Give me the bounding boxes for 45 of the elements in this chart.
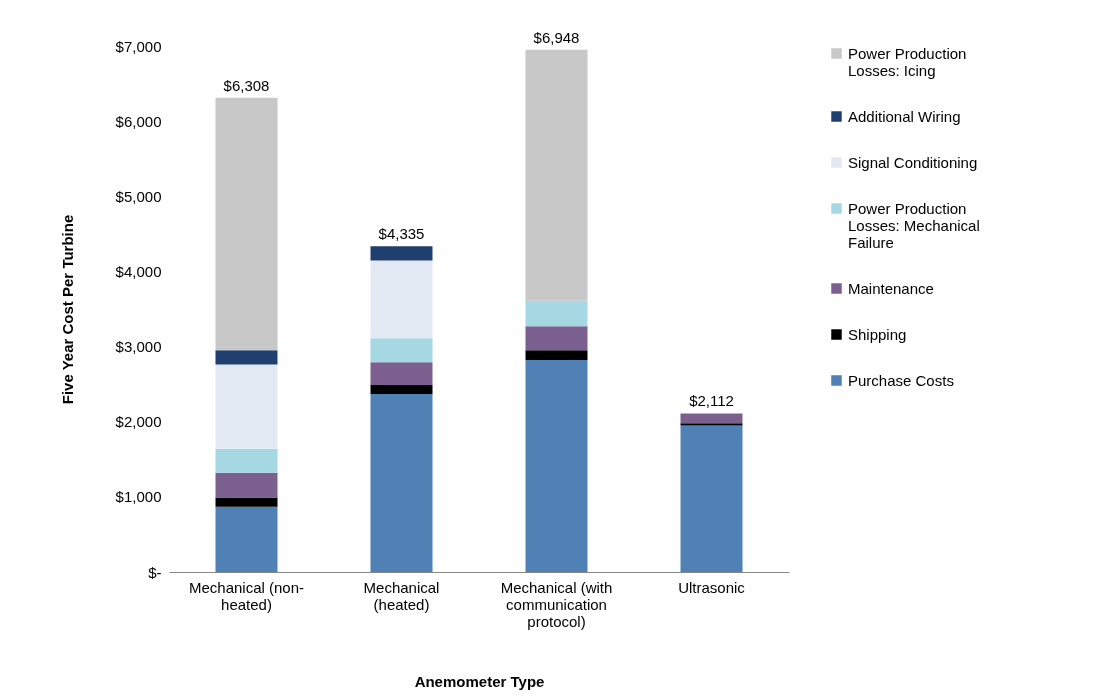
bar <box>215 364 278 449</box>
legend-label: Maintenance <box>848 279 934 297</box>
bar <box>215 472 278 498</box>
y-tick-label: $- <box>148 563 162 581</box>
total-label: $2,112 <box>689 392 734 410</box>
y-tick-label: $2,000 <box>115 413 162 431</box>
y-tick-label: $6,000 <box>115 112 162 130</box>
legend-label: Signal Conditioning <box>848 153 978 171</box>
x-axis-title: Anemometer Type <box>414 672 545 690</box>
y-tick-label: $1,000 <box>115 488 162 506</box>
bar <box>525 49 588 301</box>
bar <box>215 506 278 572</box>
bar <box>525 300 588 327</box>
y-tick-label: $4,000 <box>115 262 162 280</box>
bar <box>215 448 278 473</box>
x-tick-label: Mechanical (with communication protocol) <box>500 578 613 630</box>
total-label: $6,948 <box>533 28 580 46</box>
bar <box>680 425 743 572</box>
legend-label: Power Production Losses: Icing <box>848 44 967 79</box>
bar <box>370 393 433 572</box>
bar <box>370 338 433 363</box>
y-tick-label: $5,000 <box>115 187 162 205</box>
bar <box>370 362 433 385</box>
y-axis-title: Five Year Cost Per Turbine <box>58 214 76 405</box>
bar <box>525 326 588 351</box>
bar <box>370 260 433 339</box>
y-tick-label: $7,000 <box>115 37 162 55</box>
bar <box>680 413 743 424</box>
x-tick-label: Mechanical (non-heated) <box>188 578 305 613</box>
total-label: $4,335 <box>378 225 425 243</box>
legend-label: Shipping <box>848 325 907 343</box>
legend-label: Purchase Costs <box>848 371 954 389</box>
bar <box>215 497 278 507</box>
y-tick-label: $3,000 <box>115 338 162 356</box>
bar <box>525 360 588 572</box>
legend-label: Power Production Losses: Mechanical Failure <box>848 199 980 251</box>
bar <box>215 350 278 365</box>
legend-label: Additional Wiring <box>848 107 961 125</box>
total-label: $6,308 <box>223 76 270 94</box>
bar <box>215 97 278 351</box>
x-tick-label: Ultrasonic <box>678 578 746 596</box>
x-tick-label: Mechanical (heated) <box>363 578 440 613</box>
bar <box>370 384 433 394</box>
bar <box>370 246 433 261</box>
bar <box>525 350 588 361</box>
